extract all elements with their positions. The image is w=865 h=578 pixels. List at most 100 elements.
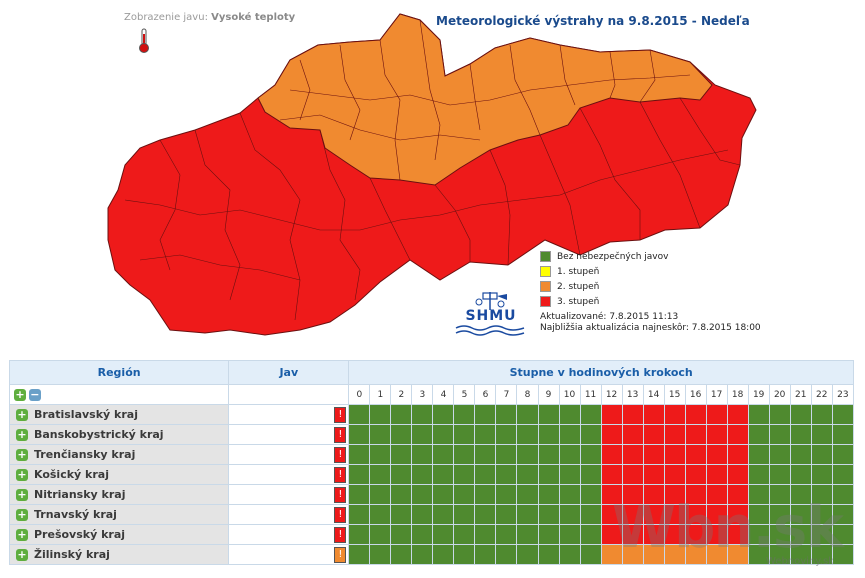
heat-warning-icon[interactable]: ! [334, 486, 347, 503]
hour-cell[interactable] [453, 544, 476, 565]
hour-cell[interactable] [495, 504, 518, 525]
hour-cell[interactable] [726, 424, 749, 445]
hour-cell[interactable] [348, 444, 371, 465]
hour-cell[interactable] [831, 444, 855, 465]
hour-cell[interactable] [432, 524, 455, 545]
heat-warning-icon[interactable]: ! [334, 446, 347, 463]
hour-cell[interactable] [495, 484, 518, 505]
hour-cell[interactable] [537, 544, 560, 565]
hour-cell[interactable] [705, 464, 728, 485]
hour-cell[interactable] [747, 504, 770, 525]
hour-cell[interactable] [600, 444, 623, 465]
hour-cell[interactable] [705, 544, 728, 565]
hour-cell[interactable] [726, 444, 749, 465]
expand-region-button[interactable]: + [16, 448, 28, 461]
hour-cell[interactable] [390, 484, 413, 505]
region-name[interactable]: Bratislavský kraj [34, 408, 138, 421]
hour-cell[interactable] [600, 424, 623, 445]
hour-cell[interactable] [369, 504, 392, 525]
hour-cell[interactable] [789, 424, 812, 445]
hour-cell[interactable] [453, 444, 476, 465]
hour-cell[interactable] [411, 484, 434, 505]
column-header-region[interactable]: Región [8, 360, 230, 385]
hour-cell[interactable] [390, 524, 413, 545]
hour-cell[interactable] [390, 404, 413, 425]
hour-cell[interactable] [579, 544, 602, 565]
slovakia-map[interactable] [0, 0, 865, 357]
hour-cell[interactable] [432, 424, 455, 445]
hour-cell[interactable] [663, 484, 686, 505]
shmu-logo[interactable]: SHMU [452, 290, 528, 340]
hour-cell[interactable] [579, 524, 602, 545]
hour-cell[interactable] [474, 444, 497, 465]
expand-region-button[interactable]: + [16, 408, 28, 421]
hour-cell[interactable] [432, 464, 455, 485]
hour-cell[interactable] [768, 464, 791, 485]
hour-cell[interactable] [831, 544, 855, 565]
hour-cell[interactable] [558, 444, 581, 465]
hour-cell[interactable] [621, 424, 644, 445]
hour-cell[interactable] [390, 444, 413, 465]
hour-cell[interactable] [537, 424, 560, 445]
hour-cell[interactable] [684, 404, 707, 425]
hour-cell[interactable] [684, 444, 707, 465]
hour-cell[interactable] [537, 524, 560, 545]
region-name[interactable]: Banskobystrický kraj [34, 428, 164, 441]
region-name[interactable]: Nitriansky kraj [34, 488, 126, 501]
hour-cell[interactable] [453, 504, 476, 525]
expand-region-button[interactable]: + [16, 528, 28, 541]
collapse-all-button[interactable]: − [28, 387, 41, 401]
hour-cell[interactable] [474, 464, 497, 485]
hour-cell[interactable] [747, 424, 770, 445]
heat-warning-icon[interactable]: ! [334, 426, 347, 443]
hour-cell[interactable] [789, 444, 812, 465]
hour-cell[interactable] [705, 444, 728, 465]
hour-cell[interactable] [537, 404, 560, 425]
hour-cell[interactable] [432, 504, 455, 525]
hour-cell[interactable] [663, 444, 686, 465]
hour-cell[interactable] [474, 504, 497, 525]
hour-cell[interactable] [369, 544, 392, 565]
hour-cell[interactable] [516, 484, 539, 505]
hour-cell[interactable] [516, 444, 539, 465]
hour-cell[interactable] [768, 404, 791, 425]
expand-region-button[interactable]: + [16, 508, 28, 521]
hour-cell[interactable] [369, 424, 392, 445]
expand-region-button[interactable]: + [16, 548, 28, 561]
hour-cell[interactable] [411, 424, 434, 445]
hour-cell[interactable] [726, 524, 749, 545]
hour-cell[interactable] [600, 464, 623, 485]
region-name[interactable]: Košický kraj [34, 468, 109, 481]
hour-cell[interactable] [663, 404, 686, 425]
hour-cell[interactable] [705, 484, 728, 505]
hour-cell[interactable] [537, 444, 560, 465]
hour-cell[interactable] [810, 404, 833, 425]
hour-cell[interactable] [432, 404, 455, 425]
region-name[interactable]: Trenčiansky kraj [34, 448, 136, 461]
hour-cell[interactable] [495, 524, 518, 545]
hour-cell[interactable] [789, 464, 812, 485]
hour-cell[interactable] [642, 404, 665, 425]
hour-cell[interactable] [747, 484, 770, 505]
hour-cell[interactable] [768, 444, 791, 465]
hour-cell[interactable] [516, 464, 539, 485]
hour-cell[interactable] [579, 504, 602, 525]
hour-cell[interactable] [348, 504, 371, 525]
heat-warning-icon[interactable]: ! [334, 546, 347, 563]
hour-cell[interactable] [600, 484, 623, 505]
hour-cell[interactable] [390, 424, 413, 445]
hour-cell[interactable] [747, 464, 770, 485]
hour-cell[interactable] [432, 444, 455, 465]
hour-cell[interactable] [411, 464, 434, 485]
region-name[interactable]: Trnavský kraj [34, 508, 117, 521]
hour-cell[interactable] [810, 464, 833, 485]
heat-warning-icon[interactable]: ! [334, 526, 347, 543]
hour-cell[interactable] [558, 484, 581, 505]
hour-cell[interactable] [537, 484, 560, 505]
hour-cell[interactable] [369, 404, 392, 425]
hour-cell[interactable] [348, 484, 371, 505]
heat-warning-icon[interactable]: ! [334, 406, 347, 423]
hour-cell[interactable] [831, 404, 855, 425]
hour-cell[interactable] [453, 424, 476, 445]
hour-cell[interactable] [453, 484, 476, 505]
